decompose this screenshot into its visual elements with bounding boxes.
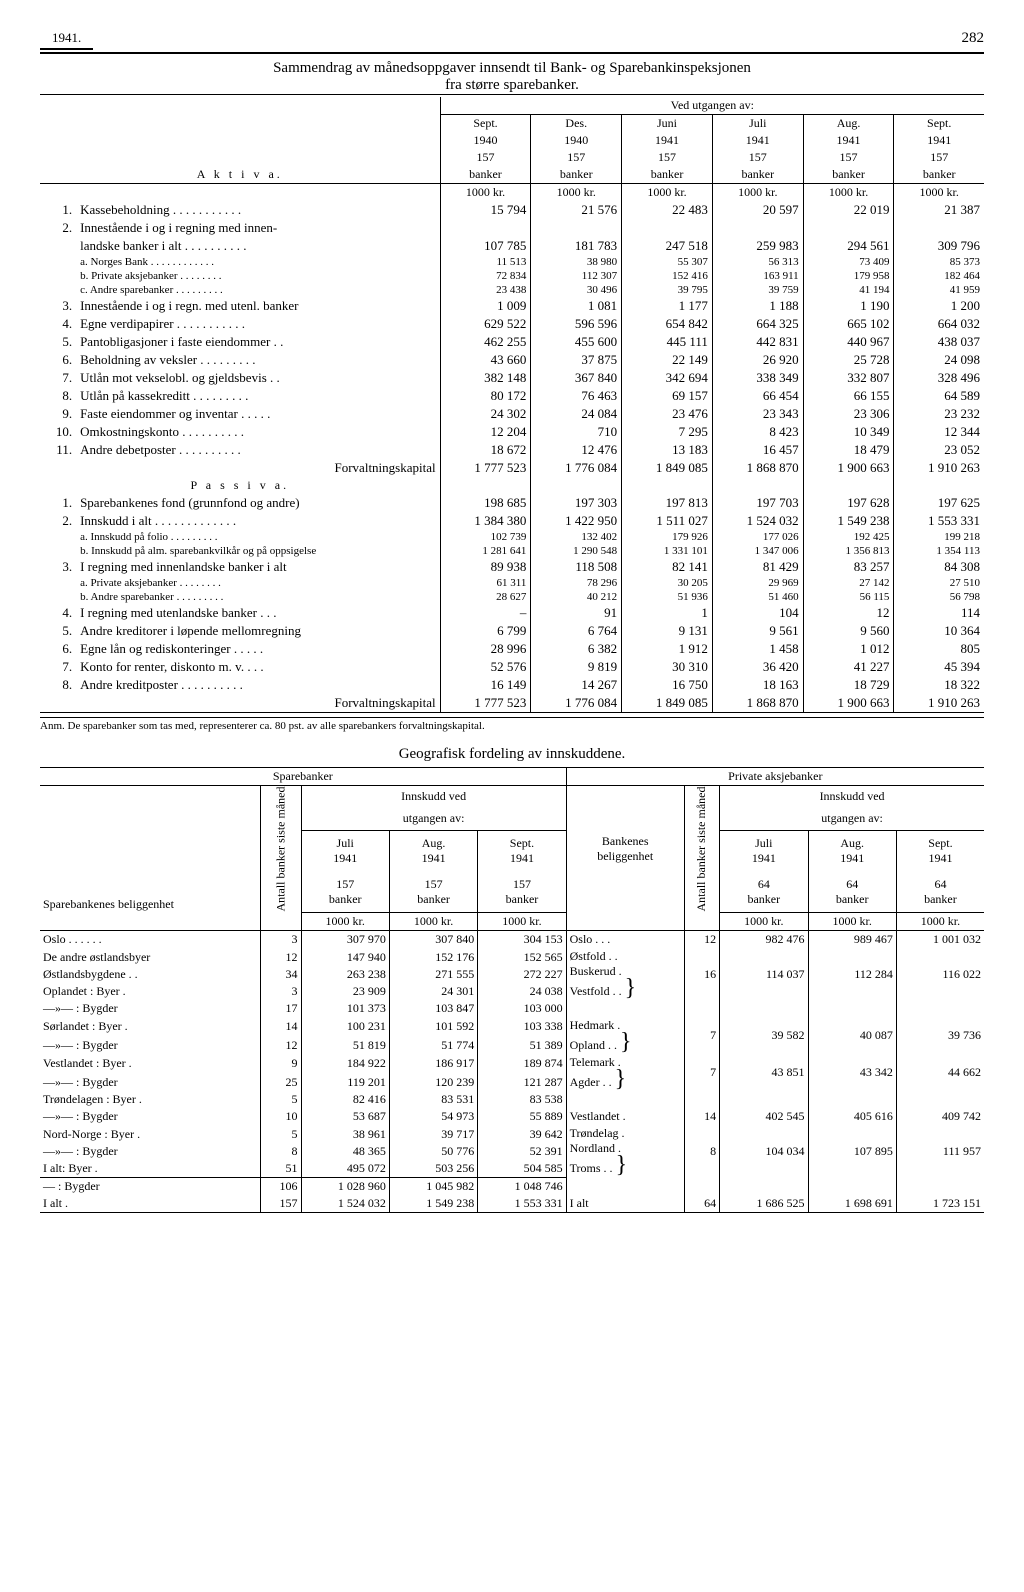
aktiva-total: Forvaltningskapital 1 777 523 1 776 084 … (40, 459, 984, 477)
main-table: Ved utgangen av: Sept. Des. Juni Juli Au… (40, 97, 984, 713)
period-months: Sept. Des. Juni Juli Aug. Sept. (40, 115, 984, 133)
table-row: 3.Innestående i og i regn. med utenl. ba… (40, 297, 984, 315)
geo-row: —»— : Bygder1053 68754 97355 889Vestland… (40, 1108, 984, 1125)
title: Sammendrag av månedsoppgaver innsendt ti… (40, 60, 984, 77)
page-header: 1941. 282 (40, 30, 984, 54)
table-row: b. Private aksjebanker . . . . . . . .72… (40, 269, 984, 283)
antall-head: Antall banker siste måned (261, 786, 301, 913)
period-banks: 157 157 157 157 157 157 (40, 149, 984, 166)
table-row: 2.Innestående i og i regning med innen- (40, 219, 984, 237)
subtitle: fra større sparebanker. (40, 77, 984, 95)
table-row: b. Andre sparebanker . . . . . . . . .28… (40, 590, 984, 604)
table-row: 1.Sparebankenes fond (grunnfond og andre… (40, 494, 984, 512)
passiva-total: Forvaltningskapital 1 777 523 1 776 084 … (40, 694, 984, 713)
table-row: 8.Utlån på kassekreditt . . . . . . . . … (40, 387, 984, 405)
page-number: 282 (962, 30, 985, 50)
passiva-header: P a s s i v a. (40, 477, 440, 494)
table-row: 1.Kassebeholdning . . . . . . . . . . .1… (40, 201, 984, 219)
geo-row: I alt .1571 524 0321 549 2381 553 331I a… (40, 1195, 984, 1213)
table-row: 4.Egne verdipapirer . . . . . . . . . . … (40, 315, 984, 333)
geo-row: Trøndelagen : Byer .582 41683 53183 538 (40, 1091, 984, 1108)
geo-row: —»— : Bygder17101 373103 847103 000 (40, 1000, 984, 1017)
table-row: 7.Konto for renter, diskonto m. v. . . .… (40, 658, 984, 676)
geo-title: Geografisk fordeling av innskuddene. (40, 742, 984, 763)
unit-row: 1000 kr. 1000 kr. 1000 kr. 1000 kr. 1000… (40, 184, 984, 202)
table-row: a. Norges Bank . . . . . . . . . . . .11… (40, 255, 984, 269)
table-row: 6.Egne lån og rediskonteringer . . . . .… (40, 640, 984, 658)
geo-right-head: Private aksjebanker (566, 768, 984, 786)
table-row: 9.Faste eiendommer og inventar . . . . .… (40, 405, 984, 423)
table-row: 6.Beholdning av veksler . . . . . . . . … (40, 351, 984, 369)
geo-table: Sparebanker Private aksjebanker Spareban… (40, 767, 984, 1213)
year: 1941. (40, 30, 93, 50)
table-row: a. Private aksjebanker . . . . . . . .61… (40, 576, 984, 590)
periods-header: Ved utgangen av: (440, 97, 984, 115)
geo-row: — : Bygder1061 028 9601 045 9821 048 746 (40, 1177, 984, 1195)
table-row: 8.Andre kreditposter . . . . . . . . . .… (40, 676, 984, 694)
table-row: 10.Omkostningskonto . . . . . . . . . .1… (40, 423, 984, 441)
geo-row: Sørlandet : Byer .14100 231101 592103 33… (40, 1017, 984, 1036)
table-row: landske banker i alt . . . . . . . . . .… (40, 237, 984, 255)
period-years: 1940 1940 1941 1941 1941 1941 (40, 132, 984, 149)
anm-note: Anm. De sparebanker som tas med, represe… (40, 717, 984, 732)
table-row: 3.I regning med innenlandske banker i al… (40, 558, 984, 576)
table-row: 2.Innskudd i alt . . . . . . . . . . . .… (40, 512, 984, 530)
geo-row: Oslo . . . . . .3307 970307 840304 153Os… (40, 931, 984, 949)
period-bankword: A k t i v a. banker banker banker banker… (40, 166, 984, 184)
table-row: b. Innskudd på alm. sparebankvilkår og p… (40, 544, 984, 558)
geo-row: Nord-Norge : Byer .538 96139 71739 642Tr… (40, 1125, 984, 1142)
geo-right-col-label: Bankenesbeliggenhet (566, 786, 684, 913)
geo-row: Vestlandet : Byer .9184 922186 917189 87… (40, 1054, 984, 1073)
table-row: a. Innskudd på folio . . . . . . . . .10… (40, 530, 984, 544)
geo-row: De andre østlandsbyer12147 940152 176152… (40, 948, 984, 965)
table-row: c. Andre sparebanker . . . . . . . . .23… (40, 283, 984, 297)
geo-col-label: Sparebankenes beliggenhet (40, 786, 261, 913)
geo-left-head: Sparebanker (40, 768, 566, 786)
table-row: 5.Pantobligasjoner i faste eiendommer . … (40, 333, 984, 351)
table-row: 11.Andre debetposter . . . . . . . . . .… (40, 441, 984, 459)
table-row: 4.I regning med utenlandske banker . . .… (40, 604, 984, 622)
table-row: 5.Andre kreditorer i løpende mellomregni… (40, 622, 984, 640)
table-row: 7.Utlån mot vekselobl. og gjeldsbevis . … (40, 369, 984, 387)
